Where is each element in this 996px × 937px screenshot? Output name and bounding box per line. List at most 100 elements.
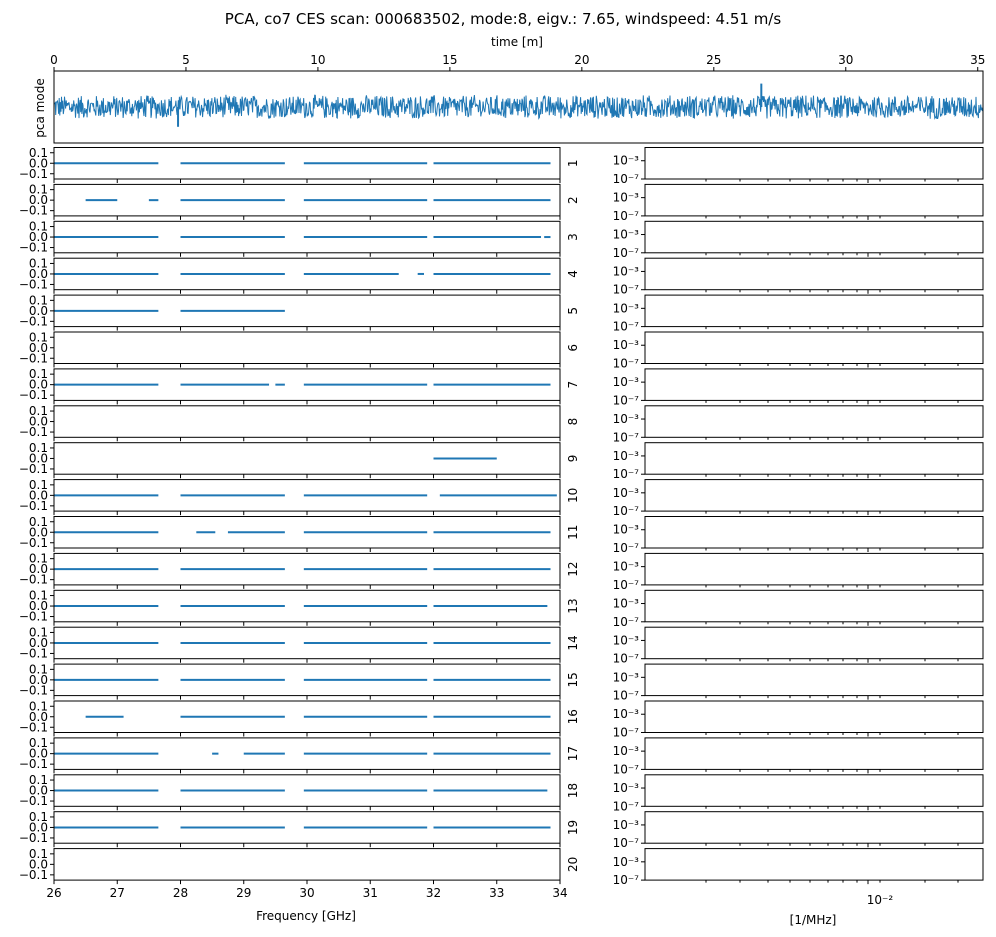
right-xlabel: [1/MHz] (790, 913, 837, 927)
freq-panel-label-3: 3 (566, 233, 580, 241)
freq-panel-11: 0.10.0−0.1 11 (19, 515, 580, 552)
spectrum-panel-6-ytick-label-0: 10⁻³ (613, 338, 640, 352)
freq-panel-6-ytick-label-2: −0.1 (19, 351, 48, 365)
freq-panel-16-ytick-label-0: 0.1 (29, 699, 48, 713)
freq-panel-1-ytick-label-0: 0.1 (29, 146, 48, 160)
freq-panel-9-ytick-label-1: 0.0 (29, 451, 48, 465)
spectrum-panel-14-ytick-label-1: 10⁻⁷ (613, 652, 640, 666)
freq-panel-7-ytick-label-2: −0.1 (19, 388, 48, 402)
freq-panel-4: 0.10.0−0.1 4 (19, 256, 580, 294)
top-xtick-label-2: 10 (310, 53, 325, 67)
freq-panel-label-18: 18 (566, 783, 580, 798)
freq-panel-5-ytick-label-2: −0.1 (19, 314, 48, 328)
spectrum-panel-frame-15 (644, 663, 984, 697)
spectrum-panel-frame-9 (644, 442, 984, 475)
freq-panel-7: 0.10.0−0.1 7 (19, 367, 580, 405)
freq-panel-label-9: 9 (566, 455, 580, 463)
frequency-panels: 0.10.0−0.110.10.0−0.120.10.0−0.130.10.0−… (19, 146, 580, 900)
freq-panel-6: 0.10.0−0.1 6 (19, 330, 580, 368)
freq-panel-12-ytick-label-0: 0.1 (29, 552, 48, 566)
freq-panel-5-ytick-label-0: 0.1 (29, 293, 48, 307)
spectrum-panel-16-ytick-label-1: 10⁻⁷ (613, 726, 640, 740)
freq-panel-label-17: 17 (566, 746, 580, 761)
freq-panel-19-ytick-label-0: 0.1 (29, 810, 48, 824)
spectrum-panel-frame-4 (644, 257, 984, 291)
spectrum-panel-frame-13 (644, 589, 984, 623)
spectrum-panel-4: 10⁻³ 10⁻⁷ (613, 257, 984, 297)
top-xtick-label-1: 5 (182, 53, 190, 67)
freq-panel-3-ytick-label-1: 0.0 (29, 230, 48, 244)
spectrum-panel-16-ytick-label-0: 10⁻³ (613, 707, 640, 721)
freq-panel-14-ytick-label-0: 0.1 (29, 625, 48, 639)
spectrum-panel-18-ytick-label-1: 10⁻⁷ (613, 799, 640, 813)
freq-panel-18-ytick-label-0: 0.1 (29, 773, 48, 787)
spectrum-panel-frame-6 (644, 331, 984, 364)
freq-panel-17-ytick-label-1: 0.0 (29, 747, 48, 761)
spectrum-panel-14: 10⁻³ 10⁻⁷ (613, 626, 984, 666)
freq-panel-label-8: 8 (566, 418, 580, 426)
spectrum-panel-5-ytick-label-1: 10⁻⁷ (613, 320, 640, 334)
freq-panel-9: 0.10.0−0.1 9 (19, 441, 580, 479)
freq-panel-16-ytick-label-1: 0.0 (29, 710, 48, 724)
freq-panel-8-ytick-label-1: 0.0 (29, 415, 48, 429)
top-xtick-label-3: 15 (442, 53, 457, 67)
freq-panel-20-ytick-label-1: 0.0 (29, 857, 48, 871)
freq-panel-1-ytick-label-2: −0.1 (19, 167, 48, 181)
freq-panel-label-10: 10 (566, 488, 580, 503)
freq-panel-label-1: 1 (566, 159, 580, 167)
freq-panel-1-ytick-label-1: 0.0 (29, 156, 48, 170)
freq-panel-20: 0.10.0−0.1 20 (19, 847, 580, 885)
freq-panel-label-20: 20 (566, 857, 580, 872)
freq-panel-17-ytick-label-0: 0.1 (29, 736, 48, 750)
spectrum-xtick-label: 10⁻² (867, 893, 894, 907)
freq-panel-frame-20 (53, 848, 561, 881)
top-ylabel: pca mode (33, 78, 47, 137)
freq-panel-label-14: 14 (566, 635, 580, 650)
freq-panel-2-ytick-label-2: −0.1 (19, 204, 48, 218)
spectrum-panel-frame-16 (644, 700, 984, 733)
pca-mode-series-line (53, 94, 984, 120)
spectrum-panel-13: 10⁻³ 10⁻⁷ (613, 589, 984, 629)
freq-xtick-label-2: 28 (173, 886, 188, 900)
freq-panel-14-ytick-label-2: −0.1 (19, 646, 48, 660)
freq-panel-4-ytick-label-1: 0.0 (29, 267, 48, 281)
spectrum-panel-frame-8 (644, 405, 984, 438)
freq-panel-3-ytick-label-0: 0.1 (29, 220, 48, 234)
freq-panel-3-ytick-label-2: −0.1 (19, 241, 48, 255)
spectrum-panel-1: 10⁻³ 10⁻⁷ (613, 147, 984, 186)
spectrum-panel-13-ytick-label-0: 10⁻³ (613, 597, 640, 611)
spectrum-panel-frame-10 (644, 479, 984, 512)
freq-panel-15: 0.10.0−0.1 15 (19, 662, 580, 700)
spectrum-panel-12-ytick-label-1: 10⁻⁷ (613, 578, 640, 592)
freq-panel-label-16: 16 (566, 709, 580, 724)
freq-panel-17-ytick-label-2: −0.1 (19, 757, 48, 771)
freq-panel-13-ytick-label-0: 0.1 (29, 589, 48, 603)
spectrum-panels: 10⁻³ 10⁻⁷ 10⁻³ 10⁻⁷ 10⁻³ 10⁻⁷ 10⁻³ 10⁻⁷ 10⁻³ 10⁻⁷… (613, 147, 984, 907)
spectrum-panel-frame-11 (644, 516, 984, 549)
spectrum-panel-11-ytick-label-1: 10⁻⁷ (613, 541, 640, 555)
spectrum-panel-19: 10⁻³ 10⁻⁷ (613, 811, 984, 850)
spectrum-panel-frame-5 (644, 294, 984, 328)
spectrum-panel-frame-3 (644, 220, 984, 254)
freq-panel-17: 0.10.0−0.1 17 (19, 736, 580, 774)
freq-panel-15-ytick-label-1: 0.0 (29, 673, 48, 687)
freq-panel-5: 0.10.0−0.1 5 (19, 293, 580, 331)
freq-panel-14: 0.10.0−0.1 14 (19, 625, 580, 663)
spectrum-panel-4-ytick-label-0: 10⁻³ (613, 264, 640, 278)
spectrum-panel-9-ytick-label-0: 10⁻³ (613, 449, 640, 463)
freq-xtick-label-0: 26 (46, 886, 61, 900)
freq-panel-8: 0.10.0−0.1 8 (19, 404, 580, 442)
freq-panel-frame-6 (53, 331, 561, 364)
freq-panel-10-ytick-label-0: 0.1 (29, 478, 48, 492)
freq-panel-16: 0.10.0−0.1 16 (19, 699, 580, 737)
freq-panel-10-ytick-label-1: 0.0 (29, 488, 48, 502)
freq-xtick-label-1: 27 (110, 886, 125, 900)
spectrum-panel-6-ytick-label-1: 10⁻⁷ (613, 357, 640, 371)
freq-panel-10-ytick-label-2: −0.1 (19, 499, 48, 513)
freq-panel-2: 0.10.0−0.1 2 (19, 183, 580, 220)
spectrum-panel-12-ytick-label-0: 10⁻³ (613, 560, 640, 574)
freq-panel-label-12: 12 (566, 562, 580, 577)
freq-panel-13-ytick-label-2: −0.1 (19, 610, 48, 624)
freq-xtick-label-7: 33 (489, 886, 504, 900)
freq-xtick-label-5: 31 (363, 886, 378, 900)
